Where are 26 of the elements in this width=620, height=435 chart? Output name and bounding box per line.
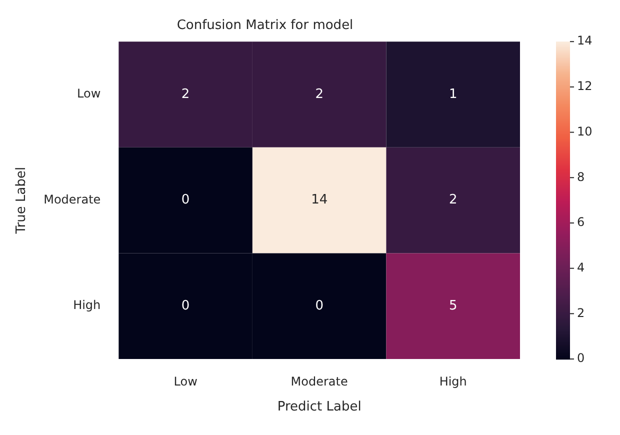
y-tick-label: Low	[77, 86, 101, 101]
y-tick-label: Moderate	[44, 192, 101, 206]
color-bar-label: 2	[577, 306, 585, 320]
x-tick-label: Low	[174, 374, 198, 388]
data-label: 2	[448, 192, 458, 208]
x-tick-label: Moderate	[290, 374, 348, 388]
x-axis-title: Predict Label	[277, 400, 362, 415]
color-bar-label: 12	[577, 79, 592, 94]
color-bar-label: 4	[577, 260, 585, 274]
data-label: 14	[311, 192, 328, 208]
data-label: 1	[448, 86, 458, 102]
chart-title: Confusion Matrix for model	[176, 18, 354, 34]
y-tick-label: High	[73, 298, 101, 312]
color-bar-label: 0	[577, 351, 585, 366]
data-label: 5	[448, 298, 458, 314]
color-bar-label: 14	[577, 34, 592, 48]
data-label: 0	[181, 192, 190, 208]
data-label: 0	[181, 298, 190, 314]
color-bar-label: 8	[577, 170, 585, 184]
data-label: 2	[315, 86, 324, 102]
color-bar-label: 6	[577, 215, 585, 230]
y-axis-title: True Label	[14, 166, 30, 235]
data-label: 0	[315, 298, 324, 314]
color-bar-label: 10	[577, 124, 592, 138]
x-tick-label: High	[439, 374, 467, 388]
data-label: 2	[181, 86, 190, 102]
